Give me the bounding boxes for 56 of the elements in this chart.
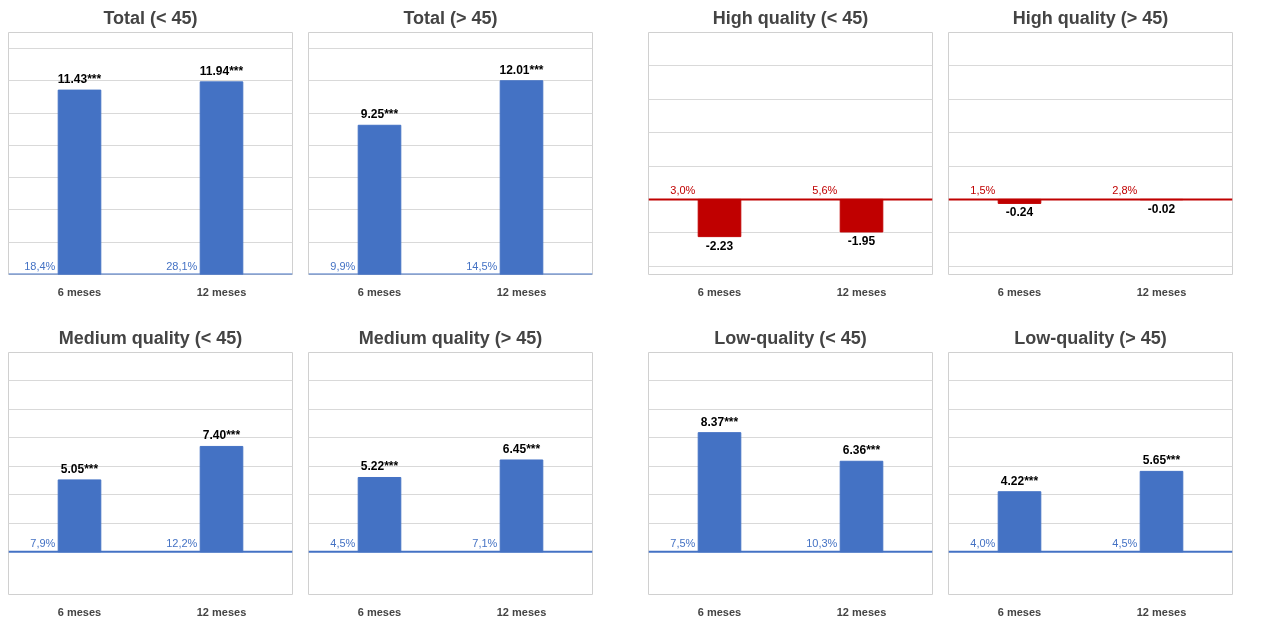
chart-title: Medium quality (> 45) [358,327,543,348]
x-tick-label: 6 meses [57,285,102,298]
data-label: -0.24 [1005,205,1034,220]
chart-title: Low-quality (< 45) [714,327,867,348]
data-label: 8.37*** [700,414,739,429]
annotation: 3,0% [670,184,696,197]
annotation: 18,4% [24,259,56,272]
annotation: 9,9% [330,259,356,272]
annotation: 4,5% [330,536,356,549]
x-tick-label: 12 meses [1136,285,1187,298]
data-label: 6.45*** [502,441,541,456]
x-tick-label: 6 meses [697,605,742,618]
annotation: 7,5% [670,536,696,549]
annotation: 12,2% [166,536,198,549]
x-tick-label: 6 meses [997,605,1042,618]
chart-title: Total (< 45) [103,7,198,28]
x-tick-label: 6 meses [997,285,1042,298]
annotation: 4,0% [970,536,996,549]
data-label: 4.22*** [1000,473,1039,488]
x-tick-label: 12 meses [496,285,547,298]
x-tick-label: 6 meses [357,605,402,618]
data-label: 5.05*** [60,461,99,476]
annotation: 14,5% [466,259,498,272]
data-label: 11.94*** [199,63,244,78]
data-label: 12.01*** [499,62,544,77]
x-tick-label: 12 meses [836,285,887,298]
annotation: 5,6% [812,184,838,197]
annotation: 1,5% [970,184,996,197]
chart-title: High quality (< 45) [712,7,869,28]
chart-title: Medium quality (< 45) [58,327,243,348]
x-tick-label: 12 meses [196,285,247,298]
chart-title: Low-quality (> 45) [1014,327,1167,348]
x-tick-label: 12 meses [836,605,887,618]
data-label: 5.22*** [360,459,399,474]
x-tick-label: 12 meses [1136,605,1187,618]
data-label: 9.25*** [360,107,399,122]
annotation: 28,1% [166,259,198,272]
annotation: 7,1% [472,536,498,549]
data-label: 11.43*** [57,72,102,87]
x-tick-label: 6 meses [697,285,742,298]
chart-title: Total (> 45) [403,7,498,28]
data-label: 6.36*** [842,443,881,458]
x-tick-label: 6 meses [357,285,402,298]
annotation: 4,5% [1112,536,1138,549]
annotation: 2,8% [1112,184,1138,197]
data-label: 7.40*** [202,428,241,443]
chart-title: High quality (> 45) [1012,7,1169,28]
annotation: 7,9% [30,536,56,549]
data-label: -0.02 [1147,201,1176,216]
x-tick-label: 12 meses [496,605,547,618]
data-label: 5.65*** [1142,453,1181,468]
annotation: 10,3% [806,536,838,549]
data-label: -1.95 [847,233,876,248]
x-tick-label: 6 meses [57,605,102,618]
data-label: -2.23 [705,238,734,253]
x-tick-label: 12 meses [196,605,247,618]
